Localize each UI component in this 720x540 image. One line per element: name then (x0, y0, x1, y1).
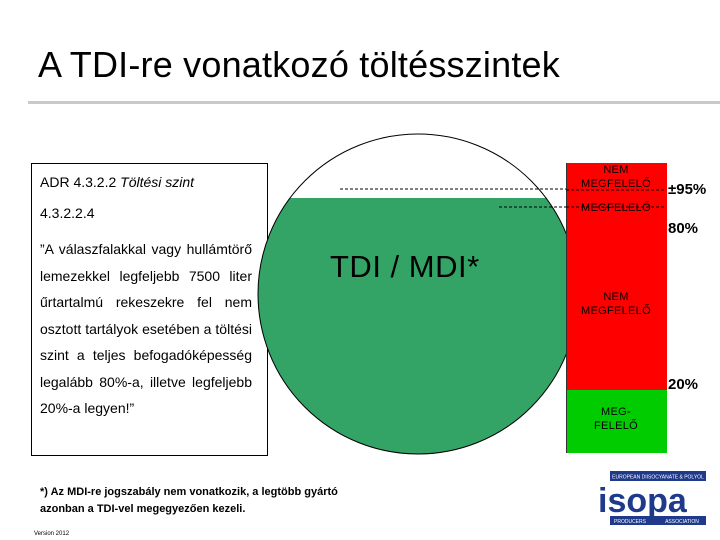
adr-reference: ADR 4.3.2.2 Töltési szint (40, 174, 194, 190)
regulation-quote: ”A válaszfalakkal vagy hullámtörő lemeze… (40, 241, 252, 416)
zone-lower-label: MEG- FELELŐ (594, 406, 638, 432)
level-80-label: 80% (668, 220, 699, 237)
zone-middle-label: NEM MEGFELELŐ (581, 291, 651, 317)
level-20-label: 20% (668, 376, 699, 393)
isopa-logo: EUROPEAN DIISOCYANATE & POLYOL isopa PRO… (598, 471, 706, 525)
tank-fill (258, 198, 578, 454)
zone-top-label: NEM MEGFELELŐ (581, 164, 651, 190)
level-bar-red (566, 163, 667, 390)
logo-bottom-right: ASSOCIATION (665, 519, 699, 525)
regulation-textbox (31, 163, 268, 456)
logo-bar-bottom (610, 516, 706, 525)
adr-prefix: ADR 4.3.2.2 (40, 174, 121, 190)
zone-upper-label: MEGFELELŐ (581, 202, 651, 214)
title-divider (28, 101, 720, 104)
logo-wordmark: isopa (598, 482, 688, 520)
tank-label: TDI / MDI* (330, 249, 480, 284)
footnote: *) Az MDI-re jogszabály nem vonatkozik, … (40, 484, 338, 518)
logo-bottom-left: PRODUCERS (614, 519, 647, 525)
page-title: A TDI-re vonatkozó töltésszintek (38, 44, 560, 85)
logo-top-line: EUROPEAN DIISOCYANATE & POLYOL (612, 475, 704, 481)
logo-bar-top (610, 471, 706, 481)
level-bar-green (566, 390, 667, 453)
section-number: 4.3.2.2.4 (40, 205, 95, 221)
footnote-line-2: azonban a TDI-vel megegyezően kezeli. (40, 503, 246, 515)
level-95-label: ±95% (668, 181, 707, 198)
version-label: Version 2012 (34, 531, 70, 537)
adr-italic: Töltési szint (120, 174, 195, 190)
footnote-line-1: *) Az MDI-re jogszabály nem vonatkozik, … (40, 486, 338, 498)
